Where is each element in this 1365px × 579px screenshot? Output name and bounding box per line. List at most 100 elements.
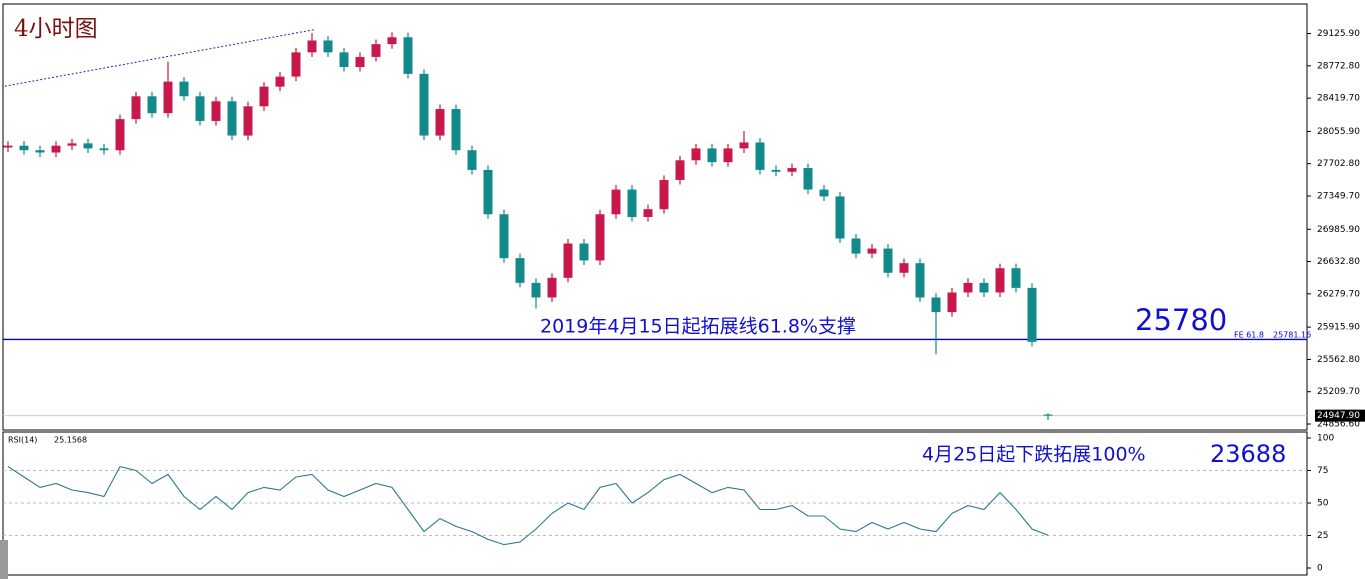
candle-body xyxy=(147,96,157,114)
indicator-name: RSI(14) xyxy=(8,436,37,445)
candle-body xyxy=(627,189,637,217)
candle-body xyxy=(579,243,589,261)
candle-body xyxy=(835,196,845,239)
candle-body xyxy=(979,282,989,293)
candle-body xyxy=(659,179,669,210)
y-tick-label: 27349.70 xyxy=(1317,191,1360,201)
candle-body xyxy=(179,81,189,97)
candle-body xyxy=(339,52,349,67)
indicator-value: 25.1568 xyxy=(54,436,87,445)
candle-body xyxy=(515,258,525,283)
candle-body xyxy=(243,106,253,136)
y-tick-label: 28772.80 xyxy=(1317,61,1360,71)
candle-body xyxy=(451,109,461,151)
candle-body xyxy=(307,40,317,53)
candle-body xyxy=(355,56,365,67)
candle-body xyxy=(931,297,941,313)
candle-body xyxy=(643,209,653,217)
candle-body xyxy=(739,142,749,149)
candle-body xyxy=(531,282,541,298)
candle-body xyxy=(995,268,1005,293)
y-tick-label: 0 xyxy=(1317,564,1323,574)
candle-body xyxy=(99,148,109,151)
trendline xyxy=(4,29,316,87)
candle-body xyxy=(163,81,173,114)
candle-body xyxy=(611,189,621,215)
candle-body xyxy=(51,145,61,153)
candle-body xyxy=(3,145,13,148)
candle-body xyxy=(323,40,333,53)
extension-note: 4月25日起下跌拓展100% xyxy=(922,444,1146,466)
candle-body xyxy=(595,214,605,261)
candle-body xyxy=(1043,414,1053,416)
y-tick-label: 100 xyxy=(1317,434,1334,444)
candle-body xyxy=(691,148,701,161)
scroll-handle[interactable] xyxy=(0,540,8,579)
candle-body xyxy=(83,143,93,149)
candle-body xyxy=(707,148,717,163)
candle-body xyxy=(483,169,493,215)
level-value: 25781.16 xyxy=(1273,331,1311,340)
candle-body xyxy=(499,214,509,259)
candle-body xyxy=(19,145,29,151)
candle-body xyxy=(675,160,685,180)
candle-body xyxy=(291,52,301,77)
candle-body xyxy=(787,168,797,172)
y-tick-label: 29125.90 xyxy=(1317,29,1360,39)
candle-body xyxy=(371,44,381,57)
candle-body xyxy=(883,248,893,273)
candle-body xyxy=(563,243,573,278)
candle-body xyxy=(899,263,909,273)
candle-body xyxy=(723,148,733,163)
candle-body xyxy=(419,73,429,136)
candle-body xyxy=(819,189,829,197)
candle-body xyxy=(867,248,877,254)
y-tick-label: 25915.90 xyxy=(1317,323,1360,333)
y-tick-label: 26632.80 xyxy=(1317,257,1360,267)
candle-body xyxy=(851,238,861,254)
level-target: 25780 xyxy=(1135,303,1227,337)
candle-body xyxy=(803,168,813,190)
y-tick-label: 25 xyxy=(1317,531,1328,541)
y-tick-label: 50 xyxy=(1317,499,1329,509)
rsi-line xyxy=(7,465,1049,546)
candle-body xyxy=(771,169,781,172)
level-note: 2019年4月15日起拓展线61.8%支撑 xyxy=(540,316,856,338)
y-tick-label: 28419.70 xyxy=(1317,94,1360,104)
candle-body xyxy=(35,150,45,153)
candle-body xyxy=(467,150,477,170)
candle-body xyxy=(915,263,925,298)
candle-body xyxy=(1011,268,1021,288)
candle-body xyxy=(963,282,973,293)
last-price-label: 24947.90 xyxy=(1317,411,1360,421)
candle-body xyxy=(259,86,269,107)
extension-target: 23688 xyxy=(1210,440,1286,468)
candle-body xyxy=(195,96,205,121)
y-tick-label: 28055.90 xyxy=(1317,127,1360,137)
chart-title: 4小时图 xyxy=(14,16,98,42)
candle-body xyxy=(755,142,765,170)
y-tick-label: 26279.70 xyxy=(1317,289,1360,299)
candle-body xyxy=(1027,287,1037,342)
y-tick-label: 75 xyxy=(1317,466,1328,476)
last-price-box xyxy=(1315,409,1365,422)
candle-body xyxy=(115,119,125,151)
y-tick-label: 26985.90 xyxy=(1317,225,1360,235)
y-tick-label: 24856.60 xyxy=(1317,420,1360,430)
candle-body xyxy=(403,37,413,74)
candle-body xyxy=(547,277,557,298)
candle-body xyxy=(387,37,397,45)
candle-body xyxy=(211,101,221,121)
candle-body xyxy=(275,76,285,87)
y-tick-label: 25209.70 xyxy=(1317,387,1360,397)
candle-body xyxy=(67,143,77,146)
y-tick-label: 25562.80 xyxy=(1317,355,1360,365)
main-panel xyxy=(2,3,1308,431)
candle-body xyxy=(435,109,445,136)
candle-body xyxy=(947,292,957,313)
level-tag: FE 61.8 xyxy=(1234,331,1264,340)
candle-body xyxy=(227,101,237,136)
y-tick-label: 27702.80 xyxy=(1317,159,1360,169)
candle-body xyxy=(131,96,141,120)
